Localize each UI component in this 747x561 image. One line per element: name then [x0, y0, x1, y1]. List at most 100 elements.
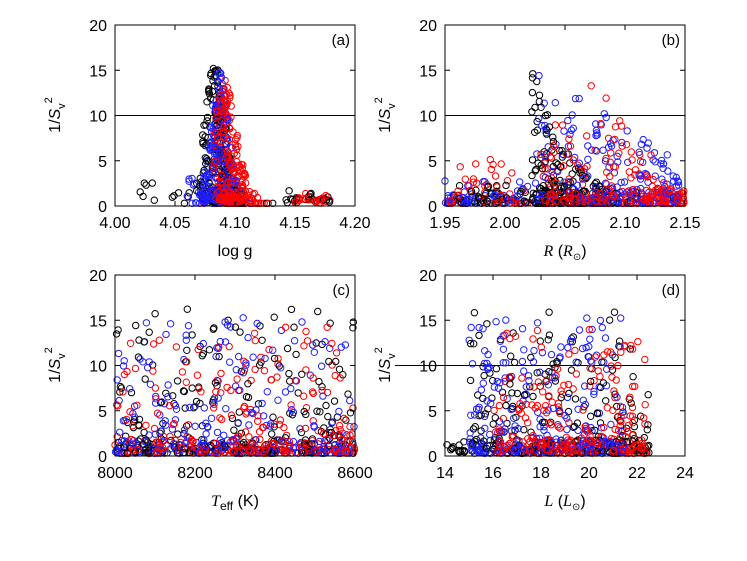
data-point-black	[531, 128, 539, 137]
data-point-blue	[578, 440, 587, 448]
data-point-blue	[289, 408, 298, 417]
data-point-red	[314, 440, 322, 448]
data-point-black	[508, 389, 516, 397]
data-point-black	[254, 400, 263, 408]
data-point-red	[336, 426, 344, 434]
data-point-black	[201, 133, 209, 141]
data-point-red	[223, 100, 231, 109]
data-point-red	[569, 156, 577, 164]
y-tick-label: 15	[89, 63, 107, 80]
data-point-blue	[571, 94, 580, 103]
data-point-black	[142, 181, 150, 189]
data-point-blue	[633, 186, 641, 194]
data-point-blue	[592, 126, 601, 135]
data-point-red	[616, 439, 624, 447]
data-point-black	[516, 190, 524, 198]
panel-d-ylabel: 1/Sv2	[373, 347, 398, 383]
data-point-red	[149, 340, 158, 348]
data-point-red	[616, 402, 625, 411]
data-point-black	[174, 189, 183, 197]
data-point-blue	[130, 402, 139, 410]
data-point-blue	[518, 357, 527, 366]
data-point-black	[483, 197, 492, 206]
data-point-black	[314, 307, 322, 316]
data-point-blue	[119, 362, 128, 370]
data-point-blue	[484, 350, 492, 359]
data-point-red	[242, 442, 250, 450]
data-point-blue	[579, 175, 587, 183]
data-point-red	[497, 160, 505, 168]
data-point-red	[629, 382, 637, 391]
data-point-black	[549, 133, 557, 141]
data-point-black	[502, 181, 510, 190]
data-point-blue	[172, 440, 180, 448]
data-point-blue	[223, 134, 232, 142]
data-point-blue	[328, 418, 337, 426]
data-point-blue	[592, 183, 600, 191]
data-point-red	[225, 342, 233, 351]
data-point-red	[169, 420, 178, 429]
data-point-blue	[496, 379, 504, 387]
data-point-red	[612, 376, 620, 384]
data-point-blue	[249, 353, 257, 361]
data-point-black	[482, 444, 491, 453]
data-point-red	[233, 375, 241, 383]
data-point-red	[626, 393, 634, 401]
data-point-red	[223, 83, 232, 92]
data-point-blue	[481, 347, 489, 355]
data-point-red	[461, 175, 469, 183]
data-point-black	[349, 324, 357, 332]
data-point-black	[549, 137, 558, 146]
data-point-blue	[222, 405, 230, 413]
data-point-blue	[321, 338, 329, 346]
data-point-black	[179, 387, 188, 395]
data-point-blue	[589, 189, 597, 198]
data-point-blue	[617, 178, 625, 187]
data-point-red	[194, 345, 202, 354]
data-point-blue	[569, 124, 577, 132]
data-point-black	[292, 350, 300, 359]
data-point-red	[350, 446, 359, 454]
data-point-blue	[269, 346, 277, 354]
ylabel-s: S	[47, 108, 64, 119]
x-tick-label: 24	[676, 465, 694, 482]
data-point-blue	[242, 359, 250, 367]
data-point-red	[466, 186, 474, 195]
data-point-red	[487, 165, 495, 174]
data-point-red	[552, 197, 560, 206]
data-point-blue	[620, 441, 628, 450]
data-point-red	[300, 342, 308, 350]
data-point-blue	[258, 399, 266, 408]
data-point-blue	[183, 192, 192, 201]
data-point-blue	[613, 393, 621, 401]
data-point-blue	[221, 338, 230, 346]
data-point-blue	[223, 441, 231, 449]
data-point-blue	[166, 320, 175, 328]
panel-d-xlabel-sub: ⊙	[572, 502, 580, 513]
data-point-red	[655, 192, 663, 200]
data-point-black	[275, 362, 283, 370]
data-point-red	[274, 354, 282, 363]
data-point-blue	[596, 316, 605, 325]
data-point-blue	[199, 197, 208, 206]
data-point-blue	[610, 442, 619, 450]
data-point-red	[340, 414, 348, 423]
data-point-blue	[346, 396, 354, 405]
data-point-black	[456, 194, 464, 203]
data-point-red	[590, 377, 598, 385]
data-point-blue	[600, 358, 608, 366]
data-point-black	[470, 309, 479, 317]
data-point-red	[499, 447, 508, 455]
data-point-red	[113, 401, 121, 409]
data-point-red	[261, 442, 269, 450]
data-point-blue	[510, 414, 518, 422]
data-point-blue	[520, 346, 528, 354]
data-point-blue	[207, 127, 216, 136]
data-point-blue	[244, 333, 252, 342]
data-point-blue	[532, 195, 540, 204]
data-point-red	[617, 348, 625, 356]
data-point-red	[591, 353, 599, 361]
data-point-red	[285, 438, 294, 446]
data-point-red	[225, 195, 233, 204]
data-point-red	[269, 440, 277, 448]
